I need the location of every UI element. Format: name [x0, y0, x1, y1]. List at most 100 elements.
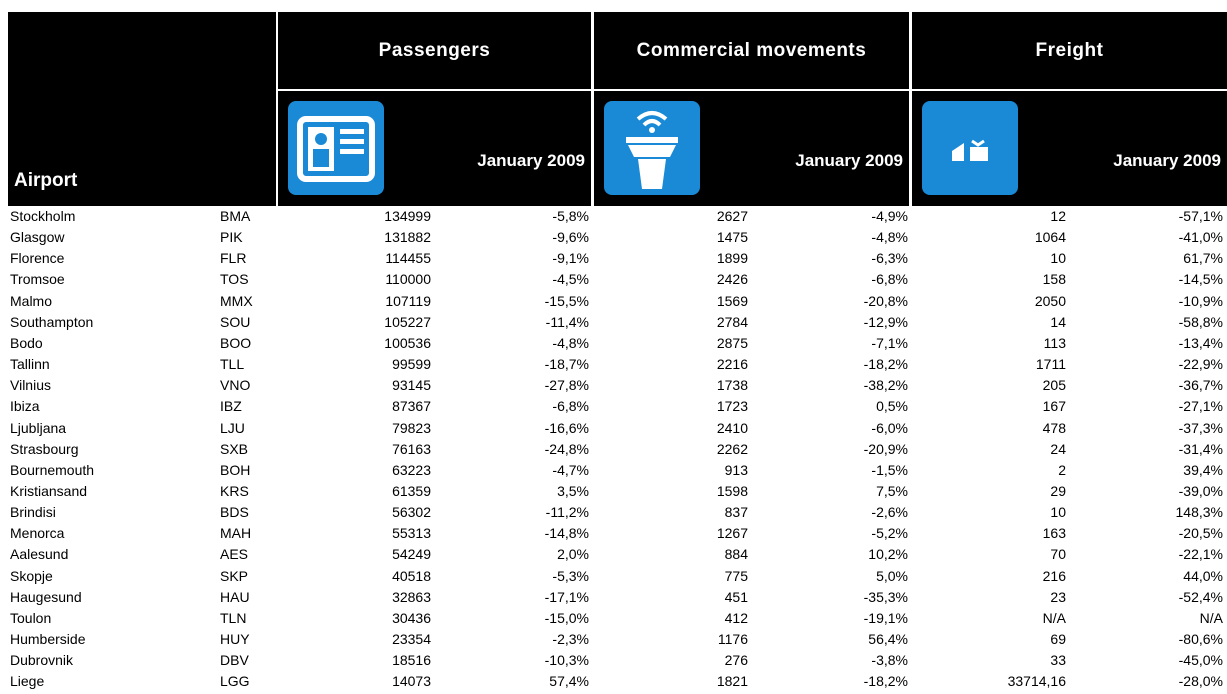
movements-change: -20,9% — [863, 440, 908, 457]
passenger-icon — [288, 101, 384, 195]
freight: 478 — [1042, 419, 1066, 436]
passengers-change: -4,7% — [552, 461, 589, 478]
movements-change: -35,3% — [863, 588, 908, 605]
airport-name: Strasbourg — [10, 440, 79, 457]
passengers: 79823 — [392, 419, 431, 436]
group-header: Commercial movements — [594, 12, 909, 89]
freight-change: -45,0% — [1178, 652, 1223, 669]
airport-code: DBV — [220, 652, 249, 669]
airport-code: KRS — [220, 482, 249, 499]
passengers: 61359 — [392, 482, 431, 499]
airport-code: HAU — [220, 588, 250, 605]
passengers-change: -17,1% — [544, 588, 589, 605]
movements: 884 — [724, 546, 748, 563]
passengers: 110000 — [385, 271, 431, 288]
airport-name: Bournemouth — [10, 461, 95, 478]
movements: 276 — [724, 652, 748, 669]
passengers-change: 3,5% — [557, 482, 589, 499]
movements: 1738 — [716, 377, 748, 394]
period-header: January 2009 — [594, 91, 909, 206]
passengers-change: -18,7% — [544, 356, 589, 373]
airport-code: HUY — [220, 631, 250, 647]
group-text: Commercial movements — [636, 39, 867, 61]
movements-change: -18,2% — [863, 356, 908, 373]
airport-name: Tallinn — [10, 356, 50, 373]
movements-change: -5,2% — [871, 525, 908, 542]
freight: 33714,16 — [1007, 673, 1066, 690]
movements-change: -6,8% — [871, 271, 908, 288]
airport-code: SKP — [220, 567, 249, 584]
airport-name: Stockholm — [10, 208, 76, 224]
freight: 14 — [1050, 313, 1066, 330]
airport-name: Bodo — [10, 334, 43, 351]
movements-change: -6,3% — [871, 250, 908, 267]
freight-change: -22,9% — [1178, 356, 1223, 373]
passengers: 55313 — [392, 525, 431, 542]
passengers: 131882 — [384, 229, 431, 246]
movements: 775 — [724, 567, 748, 584]
movements-change: -3,8% — [871, 652, 908, 669]
movements: 913 — [724, 461, 748, 478]
passengers: 100536 — [384, 334, 431, 351]
period-text: January 2009 — [477, 151, 585, 170]
freight: 12 — [1050, 208, 1066, 224]
airport-name: Humberside — [10, 631, 86, 647]
airport-name: Aalesund — [10, 546, 69, 563]
airport-code: AES — [220, 546, 249, 563]
movements: 1723 — [716, 398, 748, 415]
passengers-change: -11,2% — [545, 504, 589, 521]
airport-code: BOH — [220, 461, 251, 478]
airport-header-text: Airport — [14, 170, 78, 191]
freight: 2 — [1058, 461, 1066, 478]
movements-change: -12,9% — [863, 313, 908, 330]
passengers: 63223 — [392, 461, 431, 478]
airport-name: Ljubljana — [10, 419, 67, 436]
passengers-change: -11,4% — [545, 313, 589, 330]
freight: 2050 — [1034, 292, 1066, 309]
passengers-change: -10,3% — [544, 652, 589, 669]
passengers-change: -24,8% — [544, 440, 589, 457]
passengers: 32863 — [392, 588, 431, 605]
passengers: 107119 — [385, 292, 431, 309]
period-header: January 2009 — [278, 91, 591, 206]
freight: 29 — [1050, 482, 1066, 499]
movements: 2784 — [716, 313, 748, 330]
freight: 33 — [1050, 652, 1066, 669]
freight-change: -10,9% — [1178, 292, 1223, 309]
movements: 2426 — [716, 271, 748, 288]
airport-code: LJU — [220, 419, 245, 436]
passengers: 14073 — [392, 673, 431, 690]
airport-code: IBZ — [220, 398, 242, 415]
movements: 2262 — [716, 440, 748, 457]
passengers-change: -16,6% — [544, 419, 589, 436]
period-text: January 2009 — [795, 151, 903, 170]
movements: 1267 — [716, 525, 748, 542]
movements-change: -2,6% — [871, 504, 908, 521]
freight: 163 — [1042, 525, 1066, 542]
freight-icon — [922, 101, 1018, 195]
movements: 451 — [724, 588, 748, 605]
freight-change: 61,7% — [1183, 250, 1223, 267]
movements-change: 10,2% — [868, 546, 908, 563]
airport-code: SXB — [220, 440, 249, 457]
movements-change: -7,1% — [871, 334, 908, 351]
movements: 1176 — [717, 631, 748, 647]
group-text: Passengers — [378, 39, 491, 61]
freight-change: 148,3% — [1175, 504, 1223, 521]
freight-change: -39,0% — [1178, 482, 1223, 499]
freight: 70 — [1050, 546, 1066, 563]
freight: 1064 — [1034, 229, 1066, 246]
freight-change: -14,5% — [1178, 271, 1223, 288]
freight: 10 — [1050, 250, 1066, 267]
group-header: Freight — [912, 12, 1227, 89]
airport-name: Malmo — [10, 292, 53, 309]
freight-change: N/A — [1199, 609, 1223, 626]
airport-name: Tromsoe — [10, 271, 65, 288]
airport-name: Liege — [10, 673, 45, 690]
group-header: Passengers — [278, 12, 591, 89]
passengers-change: 2,0% — [557, 546, 589, 563]
movements-change: -6,0% — [871, 419, 908, 436]
freight-change: -13,4% — [1178, 334, 1223, 351]
movements: 2627 — [716, 208, 748, 224]
passengers: 105227 — [384, 313, 431, 330]
